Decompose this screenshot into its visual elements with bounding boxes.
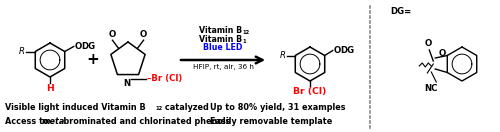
Text: 12: 12: [155, 107, 162, 112]
Text: meta: meta: [42, 117, 66, 126]
Text: H: H: [46, 84, 54, 93]
Text: -brominated and chlorinated phenols: -brominated and chlorinated phenols: [60, 117, 230, 126]
Text: O: O: [438, 49, 446, 58]
Text: O: O: [424, 39, 432, 48]
Text: O: O: [140, 30, 147, 39]
Text: DG: DG: [340, 46, 355, 55]
Text: Vitamin B: Vitamin B: [200, 26, 242, 35]
Text: Visible light induced Vitamin B: Visible light induced Vitamin B: [5, 103, 146, 112]
Text: Access to: Access to: [5, 117, 52, 126]
Text: DG: DG: [82, 42, 96, 51]
Text: R: R: [280, 51, 285, 60]
Text: catalyzed: catalyzed: [162, 103, 209, 112]
Text: 12: 12: [242, 30, 249, 35]
Text: 1: 1: [242, 39, 246, 44]
Text: Easily removable template: Easily removable template: [210, 117, 332, 126]
Text: HFIP, rt, air, 36 h: HFIP, rt, air, 36 h: [192, 64, 254, 70]
Text: R: R: [18, 47, 24, 56]
Text: DG=: DG=: [390, 7, 411, 16]
Text: +: +: [86, 53, 100, 67]
Text: Vitamin B: Vitamin B: [200, 35, 242, 44]
Text: Blue LED: Blue LED: [204, 43, 242, 52]
Text: NC: NC: [424, 84, 438, 93]
Text: N: N: [124, 79, 130, 88]
Text: –Br (Cl): –Br (Cl): [147, 74, 182, 84]
Text: O: O: [74, 42, 82, 51]
Text: O: O: [109, 30, 116, 39]
Text: Br (Cl): Br (Cl): [294, 87, 326, 96]
Text: O: O: [334, 46, 341, 55]
Text: Up to 80% yield, 31 examples: Up to 80% yield, 31 examples: [210, 103, 346, 112]
